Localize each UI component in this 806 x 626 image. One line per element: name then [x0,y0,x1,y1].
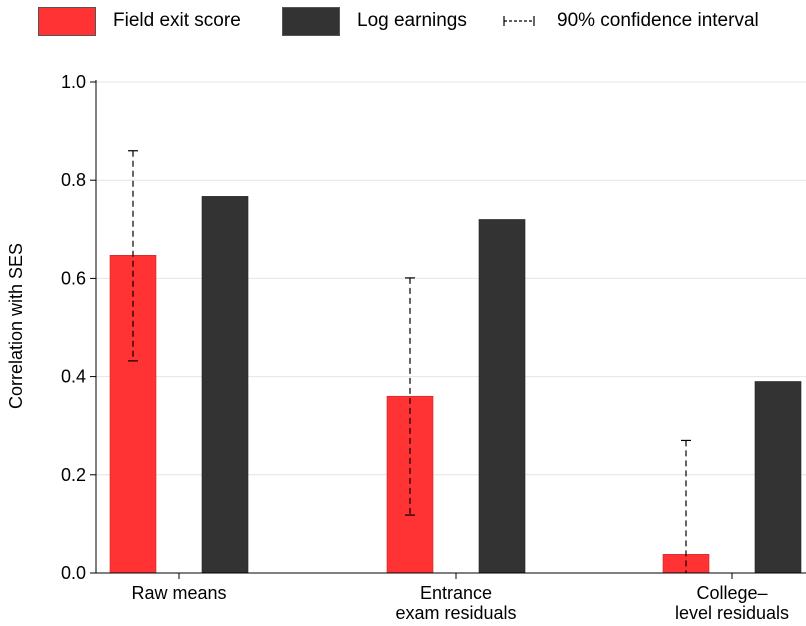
x-tick-label: exam residuals [395,603,516,623]
x-tick-label: Raw means [131,583,226,603]
bar-field-exit-score [109,255,157,574]
y-tick-label: 1.0 [61,72,86,92]
legend-item-log-earnings: Log earnings [282,4,467,38]
x-tick-label: level residuals [675,603,789,623]
error-bar-icon [503,16,535,26]
x-tick-label: Entrance [420,583,492,603]
y-tick-label: 0.0 [61,563,86,583]
bar-log-earnings [754,381,802,574]
legend-item-confidence-interval: 90% confidence interval [503,4,759,38]
bars [109,196,802,574]
axes: 0.0 0.2 0.4 0.6 0.8 1.0 Raw means Entranceexam … [61,72,806,623]
confidence-intervals [128,150,691,573]
legend-swatch-dark [282,6,340,36]
y-tick-label: 0.8 [61,170,86,190]
bar-log-earnings [201,196,249,574]
y-tick-label: 0.2 [61,465,86,485]
legend: Field exit score Log earnings 90% confid… [0,4,806,38]
legend-label: 90% confidence interval [557,10,759,31]
x-tick-label: College– [696,583,767,603]
y-tick-label: 0.6 [61,268,86,288]
y-axis-label: Correlation with SES [6,243,26,409]
bar-log-earnings [478,219,526,574]
legend-swatch-red [38,6,96,36]
legend-label: Field exit score [113,10,241,31]
y-tick-label: 0.4 [61,367,86,387]
legend-label: Log earnings [357,10,467,31]
legend-item-field-exit-score: Field exit score [38,4,241,38]
